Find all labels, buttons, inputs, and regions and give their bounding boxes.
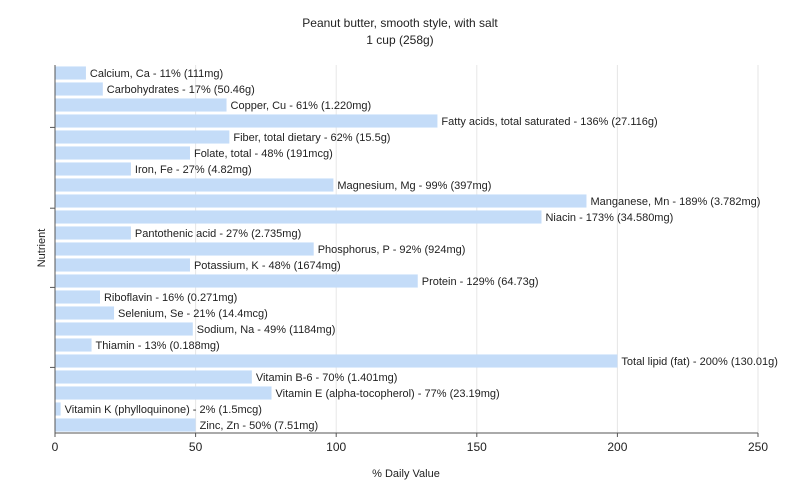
bar-label: Sodium, Na - 49% (1184mg) — [197, 324, 336, 336]
x-tick-label: 100 — [326, 440, 346, 454]
bar-label: Manganese, Mn - 189% (3.782mg) — [590, 196, 760, 208]
bar-label: Potassium, K - 48% (1674mg) — [194, 260, 341, 272]
y-axis-label: Nutrient — [36, 229, 48, 268]
bar-label: Calcium, Ca - 11% (111mg) — [90, 68, 223, 80]
bar — [55, 114, 438, 128]
bar — [55, 226, 131, 240]
chart-subtitle: 1 cup (258g) — [366, 33, 433, 47]
bar-label: Zinc, Zn - 50% (7.51mg) — [200, 420, 319, 432]
bar-label: Folate, total - 48% (191mcg) — [194, 148, 333, 160]
bar — [55, 242, 314, 256]
bar-label: Pantothenic acid - 27% (2.735mg) — [135, 228, 301, 240]
bar-label: Protein - 129% (64.73g) — [422, 276, 539, 288]
bar — [55, 162, 131, 176]
bar — [55, 66, 86, 80]
bars — [55, 66, 618, 432]
bar — [55, 290, 100, 304]
bar — [55, 178, 334, 192]
bar-label: Magnesium, Mg - 99% (397mg) — [337, 180, 491, 192]
bar — [55, 338, 92, 352]
bar — [55, 130, 230, 144]
bar-label: Fiber, total dietary - 62% (15.5g) — [233, 132, 390, 144]
bar — [55, 98, 227, 112]
bar — [55, 370, 252, 384]
x-tick-label: 150 — [467, 440, 487, 454]
x-tick-label: 50 — [189, 440, 203, 454]
bar-label: Total lipid (fat) - 200% (130.01g) — [621, 356, 778, 368]
bar-label: Iron, Fe - 27% (4.82mg) — [135, 164, 252, 176]
bar — [55, 146, 190, 160]
bar-label: Niacin - 173% (34.580mg) — [545, 212, 673, 224]
bar — [55, 306, 115, 320]
bar — [55, 418, 196, 432]
bar — [55, 386, 272, 400]
bar-label: Carbohydrates - 17% (50.46g) — [107, 84, 255, 96]
bar-label: Fatty acids, total saturated - 136% (27.… — [441, 116, 657, 128]
bar-label: Vitamin K (phylloquinone) - 2% (1.5mcg) — [65, 404, 262, 416]
chart-title: Peanut butter, smooth style, with salt — [302, 16, 498, 30]
bar-label: Copper, Cu - 61% (1.220mg) — [231, 100, 372, 112]
bar — [55, 322, 193, 336]
bar — [55, 82, 103, 96]
bar-label: Phosphorus, P - 92% (924mg) — [318, 244, 466, 256]
x-tick-label: 250 — [748, 440, 768, 454]
bar — [55, 402, 61, 416]
bar — [55, 274, 418, 288]
bar — [55, 194, 587, 208]
x-axis-label: % Daily Value — [372, 468, 440, 480]
axes: 0 50 100 150 200 250 — [50, 65, 768, 454]
bar-labels: Calcium, Ca - 11% (111mg) Carbohydrates -… — [65, 68, 778, 432]
x-tick-label: 0 — [52, 440, 59, 454]
bar — [55, 354, 618, 368]
bar — [55, 210, 542, 224]
bar-label: Vitamin B-6 - 70% (1.401mg) — [256, 372, 398, 384]
bar-label: Thiamin - 13% (0.188mg) — [96, 340, 220, 352]
bar-label: Riboflavin - 16% (0.271mg) — [104, 292, 237, 304]
x-tick-label: 200 — [607, 440, 627, 454]
bar-label: Vitamin E (alpha-tocopherol) - 77% (23.1… — [276, 388, 500, 400]
bar — [55, 258, 190, 272]
bar-label: Selenium, Se - 21% (14.4mcg) — [118, 308, 268, 320]
